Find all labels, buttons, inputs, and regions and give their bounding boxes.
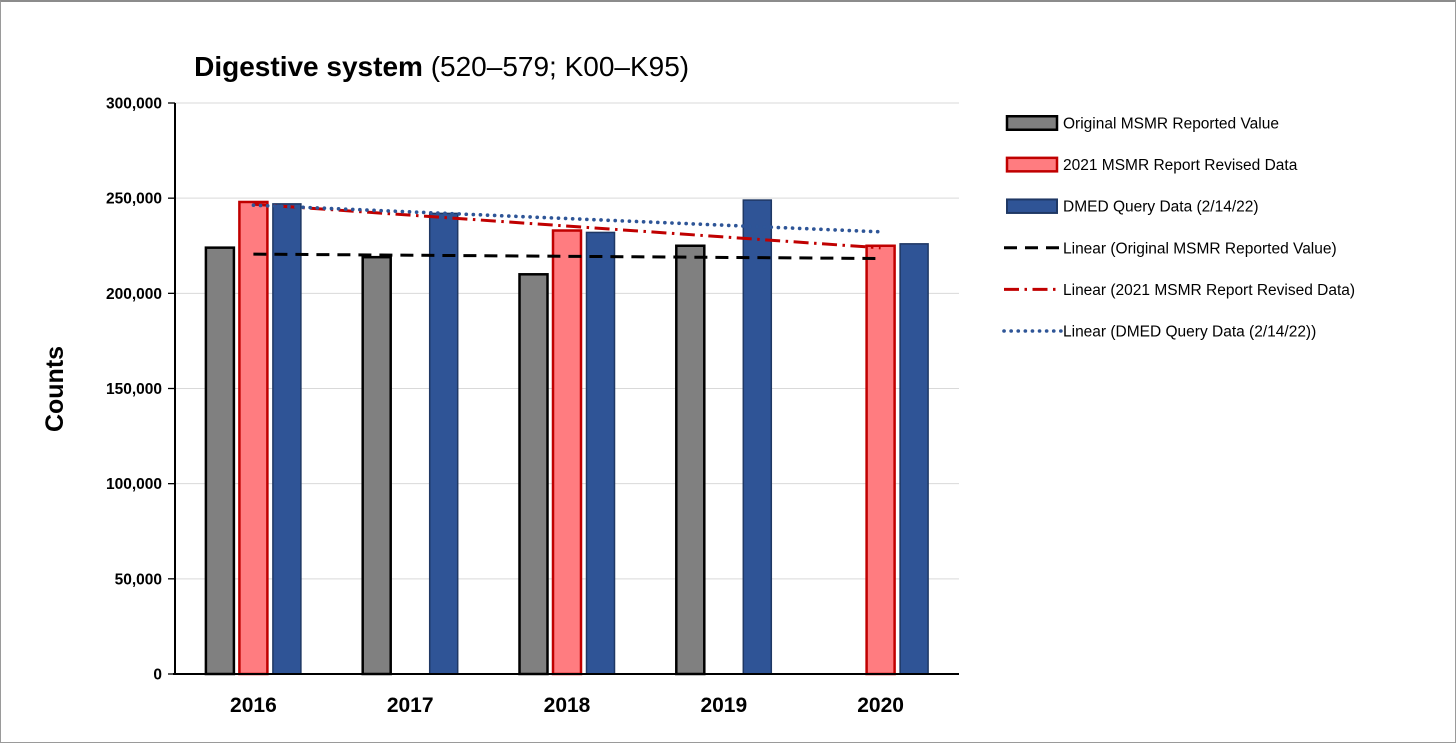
legend-item-msmr-revised: 2021 MSMR Report Revised Data xyxy=(1005,156,1298,174)
legend-label-linear-original-msmr: Linear (Original MSMR Reported Value) xyxy=(1063,240,1337,257)
x-axis-label-2016: 2016 xyxy=(230,694,277,717)
bar-dmed-query-2018 xyxy=(585,231,616,675)
y-tick-label-50000: 50,000 xyxy=(115,571,162,588)
y-tick-label-100000: 100,000 xyxy=(106,476,162,493)
legend-label-original-msmr: Original MSMR Reported Value xyxy=(1063,116,1279,133)
y-axis-title: Counts xyxy=(41,346,69,432)
trendline-linear-dmed-query xyxy=(251,203,883,234)
legend-label-dmed-query: DMED Query Data (2/14/22) xyxy=(1063,199,1259,216)
bar-original-msmr-2018 xyxy=(518,273,549,676)
y-tick-label-200000: 200,000 xyxy=(106,286,162,303)
bar-dmed-query-2020 xyxy=(899,243,929,675)
x-axis-label-2018: 2018 xyxy=(544,694,591,717)
bar-dmed-query-2016 xyxy=(272,203,302,675)
legend-swatch-original-msmr xyxy=(1005,115,1059,131)
y-tick-label-250000: 250,000 xyxy=(106,191,162,208)
bar-msmr-revised-2018 xyxy=(551,229,583,676)
legend-item-linear-dmed-query: Linear (DMED Query Data (2/14/22)) xyxy=(1002,324,1316,341)
legend-item-dmed-query: DMED Query Data (2/14/22) xyxy=(1006,198,1259,216)
chart-title: Digestive system (520–579; K00–K95) xyxy=(163,19,689,115)
legend-swatch-msmr-revised xyxy=(1005,156,1059,173)
legend-label-linear-dmed-query: Linear (DMED Query Data (2/14/22)) xyxy=(1063,324,1316,341)
legend-swatch-dmed-query xyxy=(1006,198,1058,214)
x-axis-label-2019: 2019 xyxy=(700,694,747,717)
x-axis-label-2017: 2017 xyxy=(387,694,434,717)
bar-original-msmr-2016 xyxy=(204,246,236,676)
chart-title-code-range: (520–579; K00–K95) xyxy=(422,51,690,82)
bar-dmed-query-2019 xyxy=(742,199,773,675)
y-tick-label-300000: 300,000 xyxy=(106,96,162,113)
legend-label-linear-msmr-revised: Linear (2021 MSMR Report Revised Data) xyxy=(1063,282,1355,299)
legend-item-linear-original-msmr: Linear (Original MSMR Reported Value) xyxy=(1004,240,1337,257)
bar-msmr-revised-2016 xyxy=(238,200,269,676)
legend-item-linear-msmr-revised: Linear (2021 MSMR Report Revised Data) xyxy=(1004,282,1355,299)
chart-title-main: Digestive system xyxy=(194,51,423,82)
bar-original-msmr-2019 xyxy=(675,244,706,676)
y-tick-label-0: 0 xyxy=(153,667,162,684)
bar-dmed-query-2017 xyxy=(428,212,459,675)
y-tick-label-150000: 150,000 xyxy=(106,381,162,398)
trendline-linear-msmr-revised xyxy=(253,202,881,250)
x-axis-label-2020: 2020 xyxy=(857,694,904,717)
legend: Original MSMR Reported Value 2021 MSMR Re… xyxy=(1002,115,1355,341)
bar-original-msmr-2017 xyxy=(361,255,392,676)
legend-item-original-msmr: Original MSMR Reported Value xyxy=(1005,115,1279,133)
legend-label-msmr-revised: 2021 MSMR Report Revised Data xyxy=(1063,157,1298,174)
bar-msmr-revised-2020 xyxy=(865,244,896,676)
